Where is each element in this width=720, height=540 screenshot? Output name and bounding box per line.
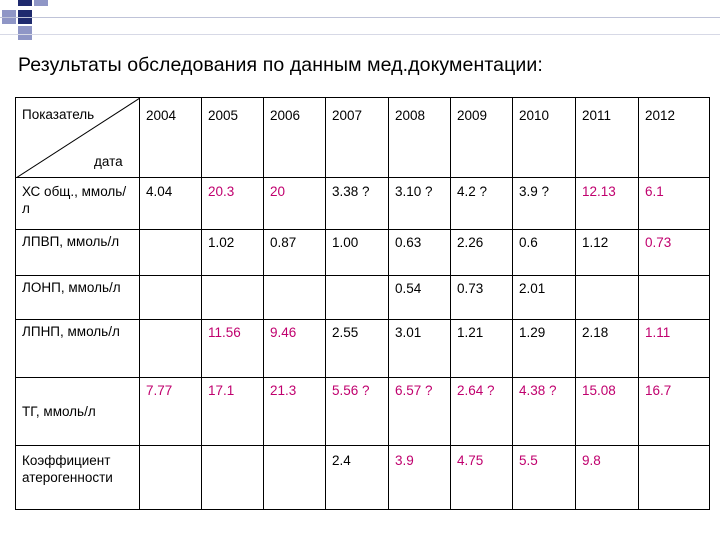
row-label: ТГ, ммоль/л [15, 377, 140, 446]
value-cell: 1.11 [638, 319, 710, 378]
table-row: Коэффициент атерогенности 2.4 3.9 4.75 5.5 9.… [15, 445, 710, 510]
page-title: Результаты обследования по данным мед.до… [18, 54, 543, 76]
year-header: 2011 [575, 97, 639, 178]
value-cell [638, 275, 710, 320]
value-cell [201, 445, 264, 510]
value-cell: 20.3 [201, 177, 264, 230]
value-cell: 4.2 ? [450, 177, 513, 230]
value-cell: 6.57 ? [388, 377, 451, 446]
value-cell [575, 275, 639, 320]
value-cell [263, 445, 326, 510]
corner-header-cell: Показатель дата [15, 97, 140, 178]
table-row: ХС общ., ммоль/л 4.04 20.3 20 3.38 ? 3.10 ? 4.… [15, 177, 710, 230]
value-cell [139, 229, 202, 276]
value-cell: 4.75 [450, 445, 513, 510]
decor-square-dark-top [18, 0, 32, 6]
results-table: Показатель дата 2004 2005 2006 2007 2008… [15, 97, 710, 510]
value-cell: 2.18 [575, 319, 639, 378]
indicator-header: Показатель [22, 107, 95, 122]
year-header: 2006 [263, 97, 326, 178]
value-cell: 0.73 [638, 229, 710, 276]
value-cell: 3.01 [388, 319, 451, 378]
year-header: 2009 [450, 97, 513, 178]
row-label: ЛОНП, ммоль/л [15, 275, 140, 320]
value-cell: 12.13 [575, 177, 639, 230]
value-cell: 4.38 ? [512, 377, 576, 446]
decor-rule-lower [0, 34, 720, 35]
value-cell: 2.4 [325, 445, 389, 510]
table-row: ЛПВП, ммоль/л 1.02 0.87 1.00 0.63 2.26 0.6 1.12… [15, 229, 710, 276]
value-cell: 3.9 ? [512, 177, 576, 230]
value-cell: 5.56 ? [325, 377, 389, 446]
decor-square-light-bottom [18, 26, 32, 40]
year-header: 2004 [139, 97, 202, 178]
value-cell: 3.9 [388, 445, 451, 510]
table-row: ЛПНП, ммоль/л 11.56 9.46 2.55 3.01 1.21 1.29 2.… [15, 319, 710, 378]
year-header: 2007 [325, 97, 389, 178]
value-cell: 0.73 [450, 275, 513, 320]
table-body: ХС общ., ммоль/л 4.04 20.3 20 3.38 ? 3.10 ? 4.… [15, 177, 710, 510]
value-cell: 6.1 [638, 177, 710, 230]
year-header: 2005 [201, 97, 264, 178]
table-row: ЛОНП, ммоль/л 0.54 0.73 2.01 [15, 275, 710, 320]
value-cell: 1.12 [575, 229, 639, 276]
value-cell [201, 275, 264, 320]
value-cell: 21.3 [263, 377, 326, 446]
value-cell: 0.63 [388, 229, 451, 276]
value-cell: 15.08 [575, 377, 639, 446]
row-label: Коэффициент атерогенности [15, 445, 140, 510]
value-cell [263, 275, 326, 320]
year-header: 2012 [638, 97, 710, 178]
value-cell: 3.10 ? [388, 177, 451, 230]
value-cell [139, 319, 202, 378]
diagonal-divider [17, 98, 139, 177]
date-header: дата [94, 154, 123, 169]
value-cell [139, 275, 202, 320]
value-cell: 1.21 [450, 319, 513, 378]
year-header: 2008 [388, 97, 451, 178]
decor-square-light-top [34, 0, 48, 6]
value-cell [638, 445, 710, 510]
value-cell: 0.87 [263, 229, 326, 276]
value-cell: 11.56 [201, 319, 264, 378]
year-header: 2010 [512, 97, 576, 178]
value-cell: 0.6 [512, 229, 576, 276]
value-cell: 2.55 [325, 319, 389, 378]
value-cell: 5.5 [512, 445, 576, 510]
value-cell: 9.8 [575, 445, 639, 510]
row-label: ЛПНП, ммоль/л [15, 319, 140, 378]
row-label: ХС общ., ммоль/л [15, 177, 140, 230]
value-cell: 16.7 [638, 377, 710, 446]
value-cell: 9.46 [263, 319, 326, 378]
header-row: Показатель дата 2004 2005 2006 2007 2008… [15, 97, 710, 178]
value-cell [139, 445, 202, 510]
value-cell: 2.01 [512, 275, 576, 320]
value-cell: 7.77 [139, 377, 202, 446]
value-cell: 0.54 [388, 275, 451, 320]
value-cell: 20 [263, 177, 326, 230]
value-cell: 2.64 ? [450, 377, 513, 446]
value-cell: 1.00 [325, 229, 389, 276]
decor-rule-upper [0, 17, 720, 18]
value-cell: 2.26 [450, 229, 513, 276]
row-label: ЛПВП, ммоль/л [15, 229, 140, 276]
value-cell: 3.38 ? [325, 177, 389, 230]
value-cell [325, 275, 389, 320]
value-cell: 1.02 [201, 229, 264, 276]
value-cell: 4.04 [139, 177, 202, 230]
table-row: ТГ, ммоль/л 7.77 17.1 21.3 5.56 ? 6.57 ? 2.64 … [15, 377, 710, 446]
value-cell: 17.1 [201, 377, 264, 446]
value-cell: 1.29 [512, 319, 576, 378]
